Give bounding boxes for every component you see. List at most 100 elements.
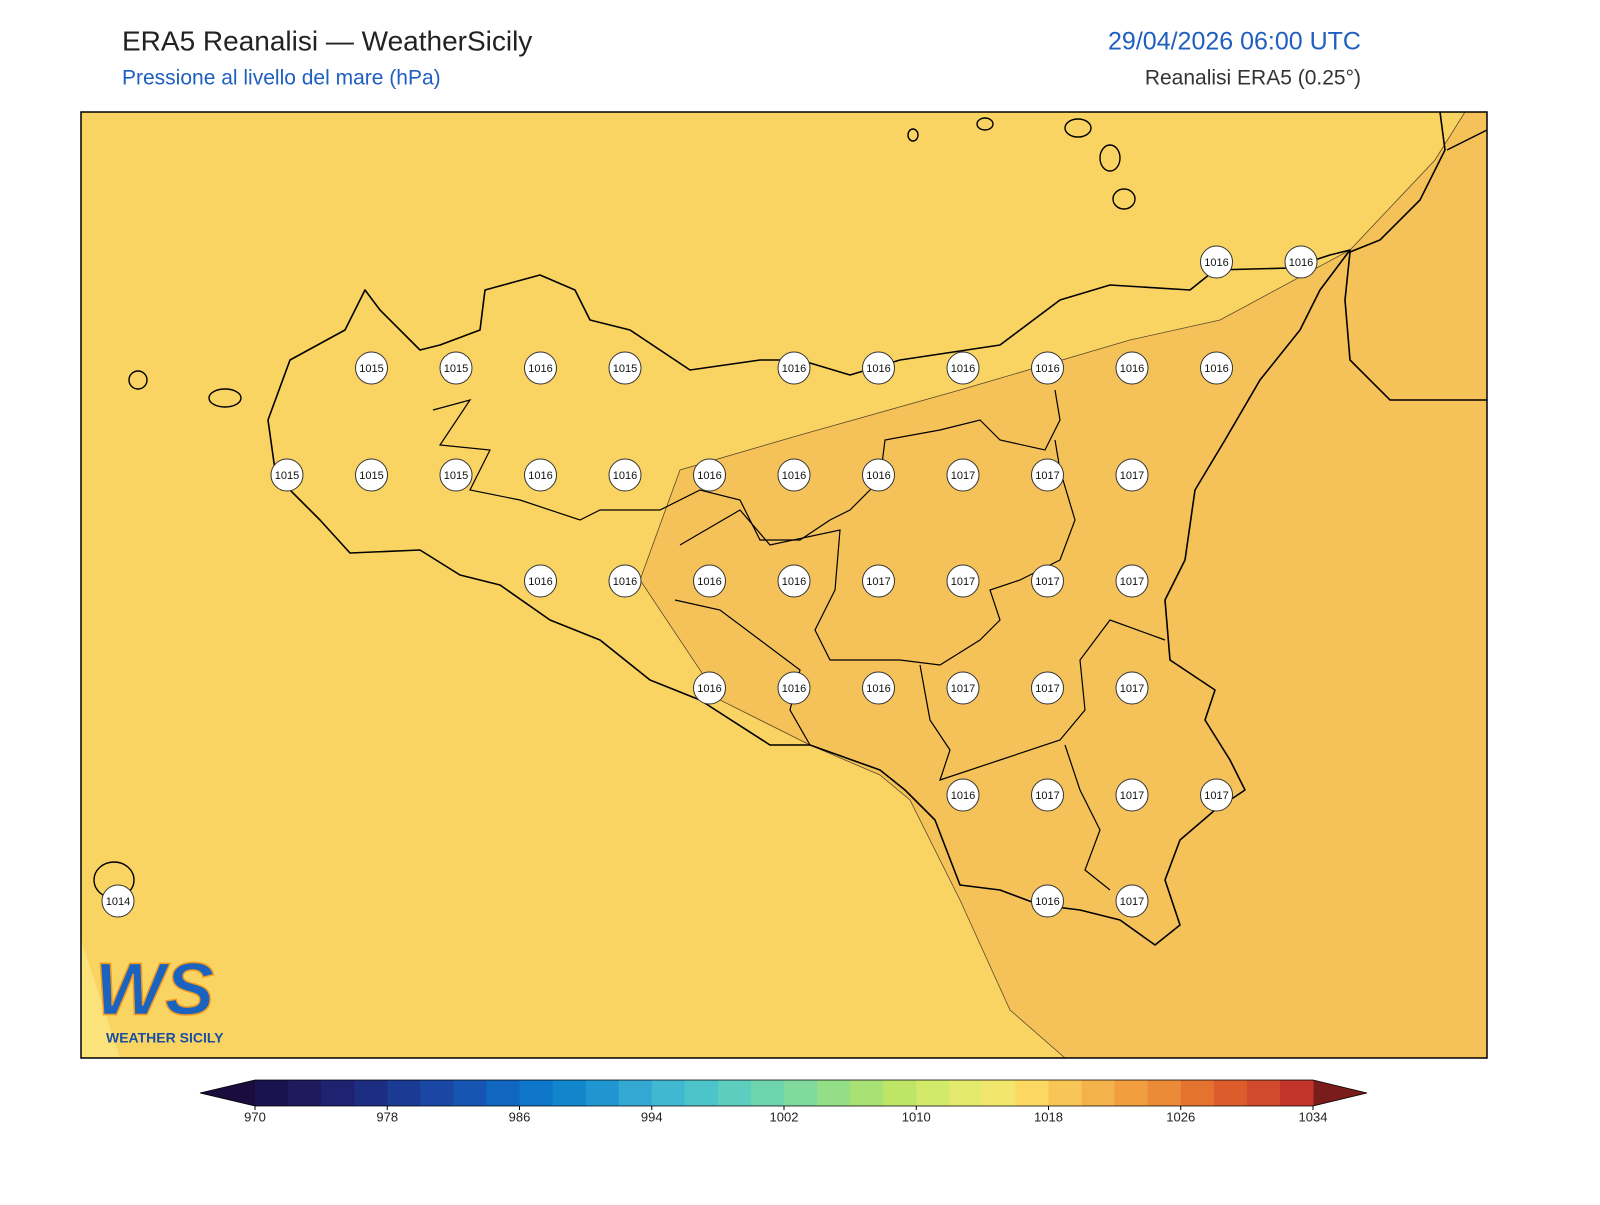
station-value: 1016 (1120, 363, 1144, 375)
coastline (267, 249, 1351, 946)
station-value: 1017 (1120, 896, 1144, 908)
station-circle (693, 671, 726, 705)
station-value: 1016 (782, 576, 806, 588)
station-circle (1115, 671, 1149, 705)
station-circle (101, 884, 135, 918)
station-circle (1200, 351, 1233, 385)
station-value: 1016 (951, 790, 975, 802)
station-value: 1016 (697, 576, 721, 588)
station-value: 1014 (106, 896, 130, 908)
colorbar-over (1313, 1080, 1367, 1106)
station-value: 1017 (1120, 470, 1144, 482)
colorbar-swatch (1213, 1080, 1248, 1106)
colorbar-swatch (949, 1080, 983, 1106)
colorbar-swatch (1147, 1080, 1182, 1106)
station-value: 1017 (1204, 790, 1228, 802)
station-circle (693, 458, 726, 492)
station-value: 1016 (866, 363, 890, 375)
station-circle (608, 564, 642, 598)
station-circle (946, 671, 980, 705)
colorbar-tick-label: 1010 (902, 1109, 931, 1124)
station-value: 1016 (782, 470, 806, 482)
station-circle (608, 458, 642, 492)
station-value: 1016 (1204, 363, 1228, 375)
station-value: 1017 (951, 576, 975, 588)
station-value: 1016 (782, 363, 806, 375)
logo-name: WEATHER SICILY (106, 1030, 224, 1046)
station-value: 1016 (1035, 363, 1059, 375)
station-circle (1115, 884, 1149, 918)
colorbar-swatch (817, 1080, 851, 1106)
station-circle (524, 564, 557, 598)
colorbar-swatch (420, 1080, 454, 1106)
islands (93, 117, 1136, 899)
station-circle (524, 458, 557, 492)
station-value: 1015 (275, 470, 299, 482)
colorbar-swatch (453, 1080, 487, 1106)
colorbar-swatch (1114, 1080, 1149, 1106)
colorbar-swatch (916, 1080, 950, 1106)
station-value: 1016 (951, 363, 975, 375)
station-value: 1017 (866, 576, 890, 588)
station-circle (355, 351, 388, 385)
station-value: 1017 (1035, 470, 1059, 482)
station-value: 1017 (1035, 790, 1059, 802)
map-frame (80, 111, 1488, 1059)
station-value: 1016 (1289, 257, 1313, 269)
colorbar-swatch (1048, 1080, 1083, 1106)
station-circle (693, 564, 726, 598)
station-circle (777, 458, 811, 492)
station-circle (862, 458, 895, 492)
colorbar-under (200, 1080, 255, 1106)
colorbar-tick-label: 1034 (1299, 1109, 1328, 1124)
station-value: 1016 (697, 470, 721, 482)
station-value: 1016 (528, 470, 552, 482)
station-circle (1031, 778, 1064, 812)
station-circle (1200, 245, 1233, 279)
station-circle (862, 351, 895, 385)
colorbar-tick-label: 1018 (1034, 1109, 1063, 1124)
station-value: 1016 (528, 576, 552, 588)
colorbar-swatch (387, 1080, 421, 1106)
station-circle (946, 351, 980, 385)
station-circle (777, 351, 811, 385)
station-circle (1031, 671, 1064, 705)
station-value: 1016 (613, 470, 637, 482)
station-circle (1284, 245, 1318, 279)
station-value: 1016 (697, 683, 721, 695)
station-circle (946, 458, 980, 492)
province-borders (432, 389, 1166, 891)
station-value: 1016 (1035, 896, 1059, 908)
colorbar-swatch (1015, 1080, 1049, 1106)
station-circle (608, 351, 642, 385)
station-circle (1200, 778, 1233, 812)
colorbar-tick-label: 970 (244, 1109, 266, 1124)
station-circle (777, 671, 811, 705)
station-circle (1031, 351, 1064, 385)
colorbar-swatch (750, 1080, 785, 1106)
station-circle (1115, 564, 1149, 598)
colorbar-swatch (651, 1080, 686, 1106)
station-circle (946, 564, 980, 598)
title: ERA5 Reanalisi — WeatherSicily (122, 25, 532, 56)
colorbar-swatch (784, 1080, 818, 1106)
station-value: 1017 (1035, 576, 1059, 588)
station-circle (1115, 351, 1149, 385)
colorbar-tick-label: 978 (376, 1109, 398, 1124)
station-value: 1016 (866, 470, 890, 482)
station-value: 1016 (782, 683, 806, 695)
station-value: 1015 (444, 470, 468, 482)
colorbar-swatch (519, 1080, 554, 1106)
station-circle (1115, 778, 1149, 812)
colorbar-swatch (486, 1080, 520, 1106)
colorbar-swatch (982, 1080, 1016, 1106)
station-value: 1015 (359, 470, 383, 482)
station-value: 1017 (951, 470, 975, 482)
colorbar-swatch (618, 1080, 653, 1106)
source: Reanalisi ERA5 (0.25°) (1145, 67, 1361, 90)
station-value: 1016 (1204, 257, 1228, 269)
colorbar-swatch (1180, 1080, 1215, 1106)
station-circle (439, 458, 473, 492)
colorbar-swatch (850, 1080, 884, 1106)
